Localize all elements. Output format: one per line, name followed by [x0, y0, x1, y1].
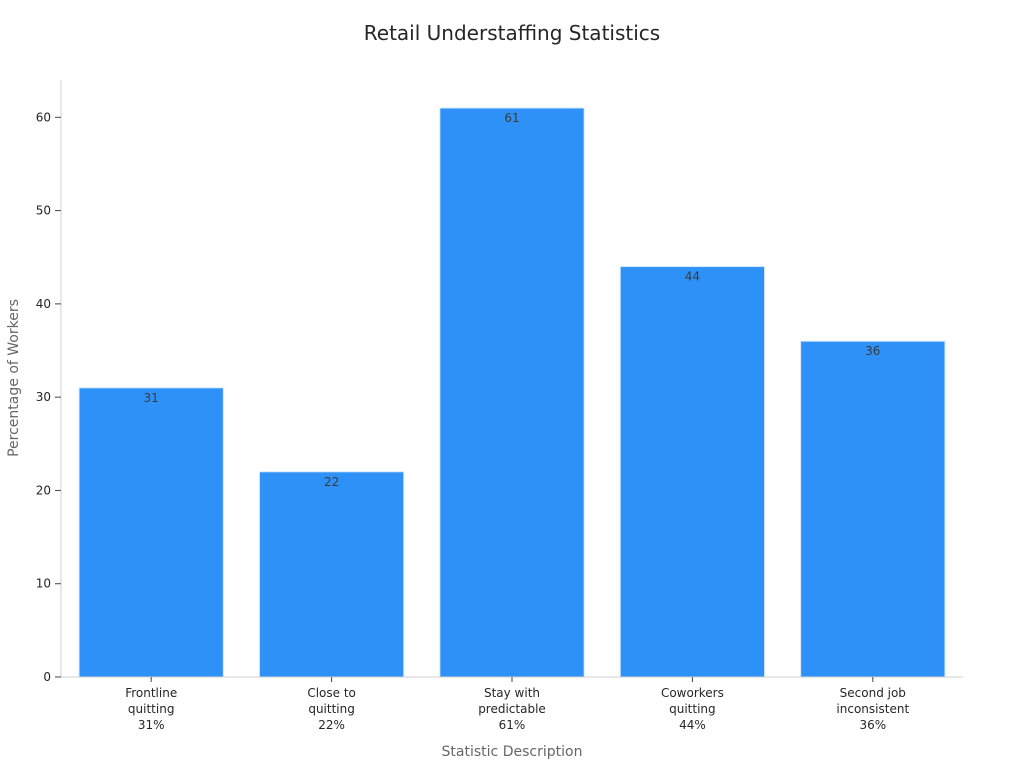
x-tick-label: quitting: [128, 702, 175, 716]
bar-value-label: 61: [504, 111, 519, 125]
x-tick-label: Second job: [840, 686, 906, 700]
x-tick-label: 61%: [499, 718, 526, 732]
x-tick-label: 31%: [138, 718, 165, 732]
x-tick-label: 36%: [859, 718, 886, 732]
x-tick-label: Close to: [307, 686, 356, 700]
x-axis: Frontline quitting 31% Close to quitting 22% S…: [61, 676, 963, 732]
bar: [619, 266, 766, 678]
y-tick-label: 10: [36, 577, 51, 591]
x-tick-label: quitting: [669, 702, 716, 716]
x-tick-label: 44%: [679, 718, 706, 732]
bar: [78, 387, 224, 678]
x-tick-label: predictable: [478, 702, 546, 716]
bar-value-label: 22: [324, 475, 339, 489]
x-tick-label: Stay with: [484, 686, 540, 700]
bar: [258, 471, 405, 678]
bar-value-label: 36: [865, 344, 880, 358]
y-tick-label: 30: [36, 390, 51, 404]
bar-value-label: 44: [685, 270, 700, 284]
y-tick-label: 60: [36, 110, 51, 124]
y-axis: 0 10 20 30 40 50 60: [36, 80, 62, 684]
y-tick-label: 40: [36, 297, 51, 311]
x-tick-label: Coworkers: [661, 686, 724, 700]
y-tick-label: 0: [43, 670, 51, 684]
x-tick-label: quitting: [308, 702, 355, 716]
y-tick-label: 20: [36, 483, 51, 497]
bar: [439, 107, 585, 678]
x-tick-label: Frontline: [125, 686, 177, 700]
x-axis-title: Statistic Description: [442, 744, 583, 760]
bar-value-label: 31: [144, 391, 159, 405]
x-tick-label: inconsistent: [836, 702, 909, 716]
y-tick-label: 50: [36, 204, 51, 218]
bars: 31 22 61 44 36: [78, 107, 946, 678]
chart-title: Retail Understaffing Statistics: [364, 21, 660, 45]
x-tick-label: 22%: [318, 718, 345, 732]
bar: [800, 340, 946, 678]
y-axis-title: Percentage of Workers: [6, 299, 22, 457]
